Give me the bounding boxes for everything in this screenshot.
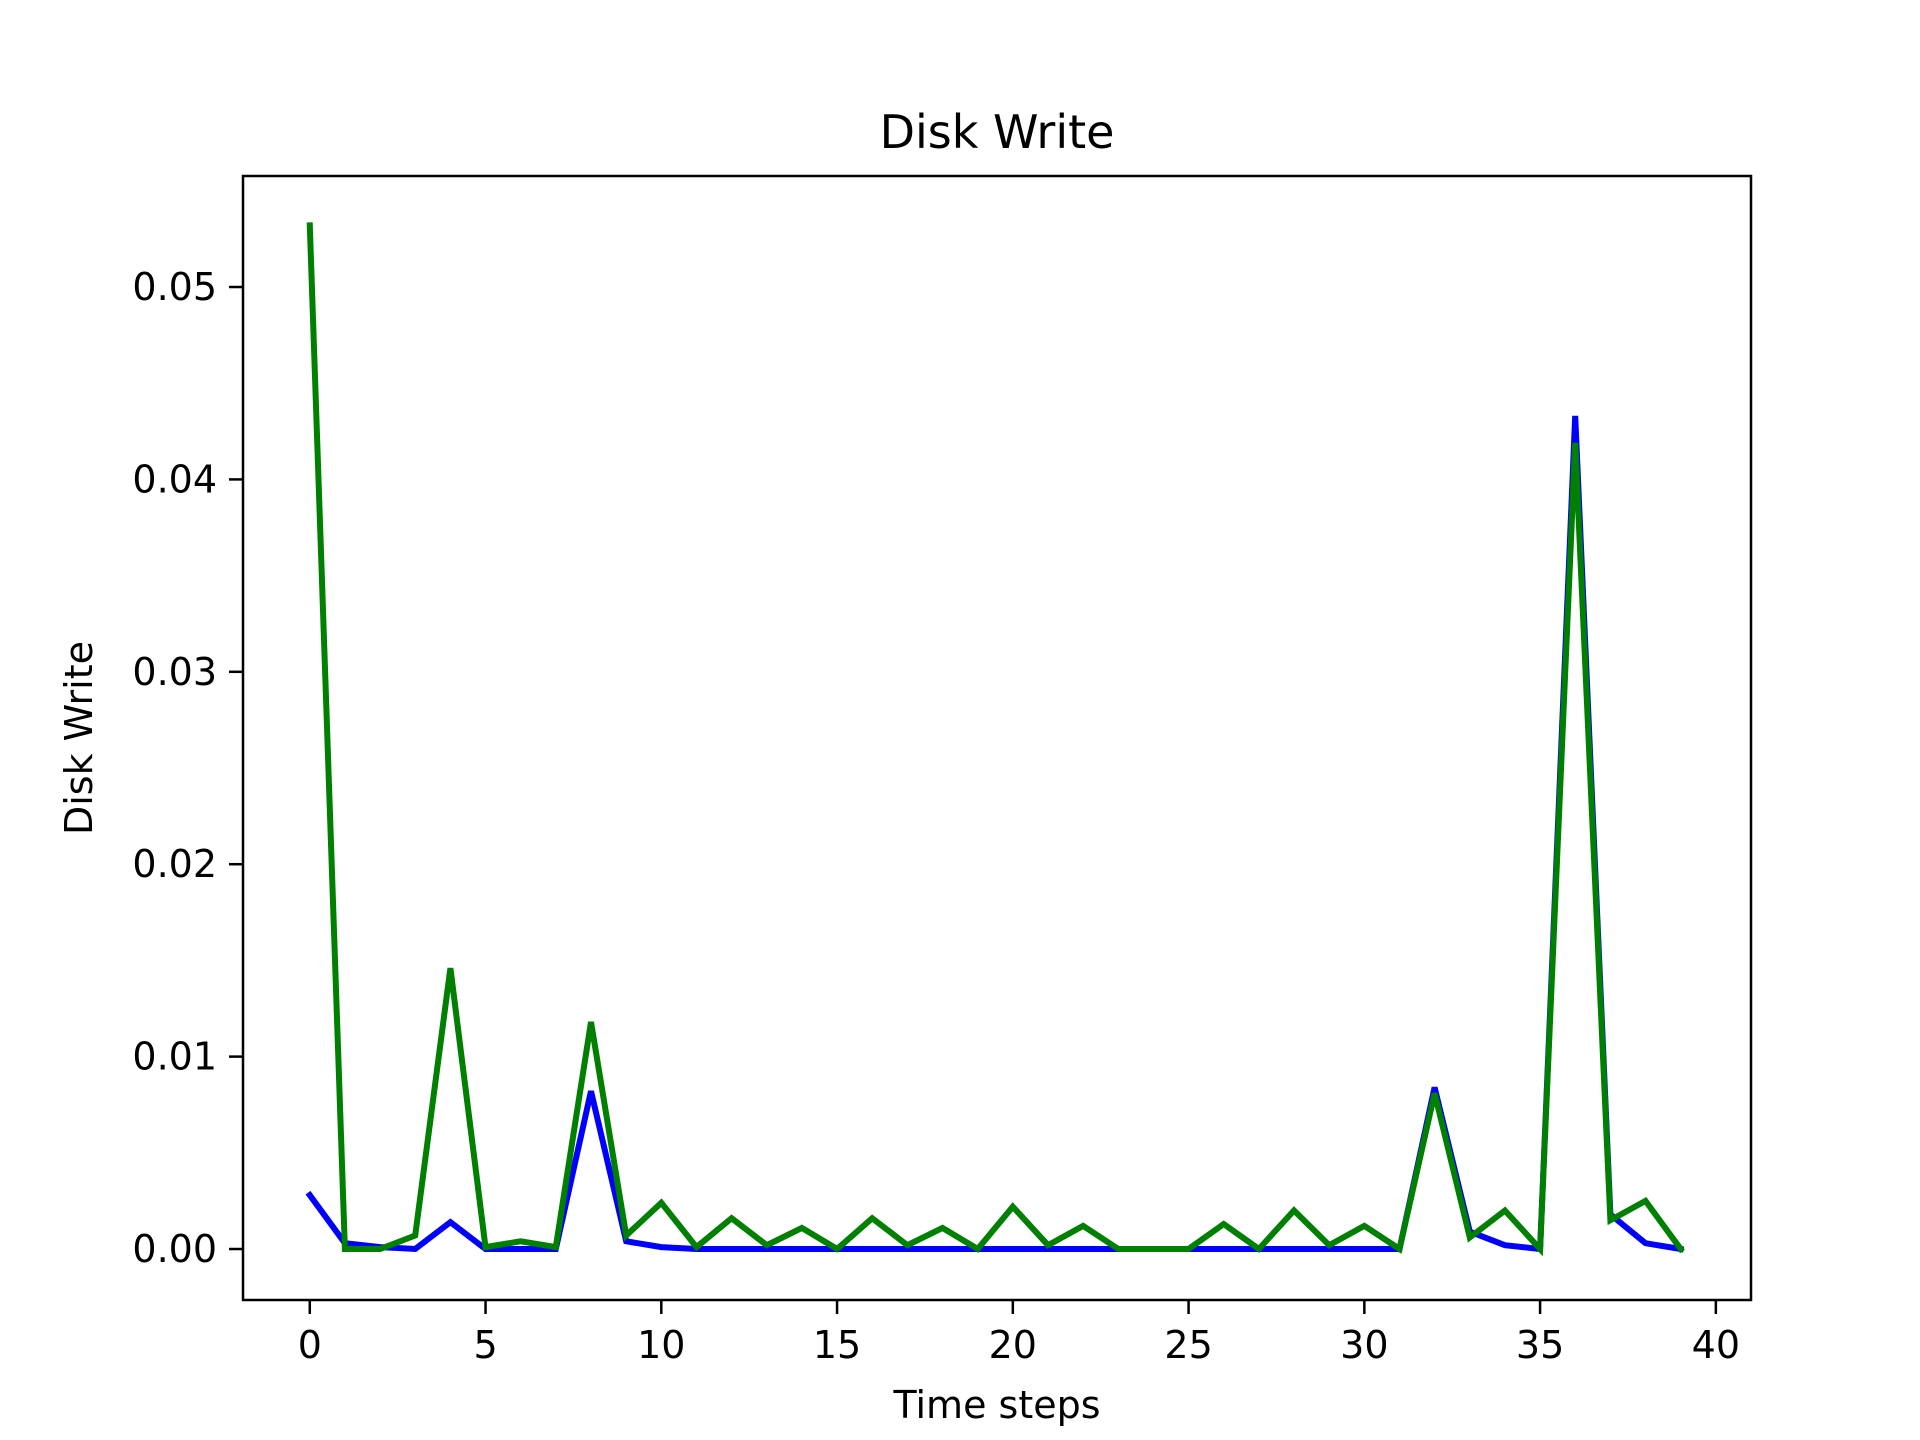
y-tick-label: 0.05 [132, 265, 217, 309]
y-axis-label: Disk Write [57, 641, 101, 835]
y-axis: 0.00 0.01 0.02 0.03 0.04 0.05 [132, 265, 243, 1271]
y-tick-label: 0.03 [132, 650, 217, 694]
x-tick-label: 30 [1340, 1323, 1388, 1367]
y-tick-label: 0.02 [132, 842, 217, 886]
y-tick-label: 0.01 [132, 1035, 217, 1079]
plot-frame [241, 174, 1753, 1302]
x-axis-label: Time steps [892, 1383, 1100, 1427]
x-tick-label: 20 [989, 1323, 1037, 1367]
series-line-2 [306, 222, 1685, 1257]
x-tick-label: 15 [813, 1323, 861, 1367]
x-tick-label: 25 [1164, 1323, 1212, 1367]
x-tick-label: 0 [298, 1323, 322, 1367]
y-tick-label: 0.00 [132, 1227, 217, 1271]
x-tick-label: 10 [637, 1323, 685, 1367]
chart-title: Disk Write [880, 105, 1115, 159]
x-tick-label: 5 [473, 1323, 497, 1367]
x-tick-label: 40 [1692, 1323, 1740, 1367]
y-tick-label: 0.04 [132, 457, 217, 501]
x-axis: 0 5 10 15 20 25 30 35 40 [298, 1300, 1740, 1367]
x-tick-label: 35 [1516, 1323, 1564, 1367]
series-layer [305, 222, 1685, 1257]
